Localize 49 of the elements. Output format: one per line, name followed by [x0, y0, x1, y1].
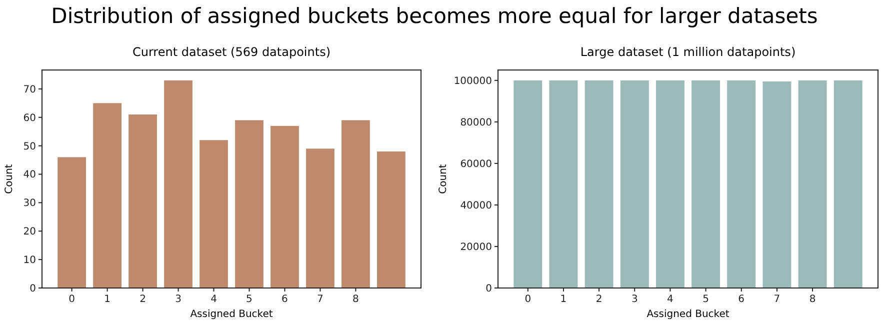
bar [200, 140, 228, 288]
x-tick-label: 2 [596, 294, 602, 305]
y-tick-label: 20 [23, 226, 36, 238]
y-tick-label: 60000 [460, 158, 492, 170]
bar [58, 157, 86, 288]
chart-title: Large dataset (1 million datapoints) [580, 45, 796, 59]
bar [342, 120, 370, 288]
x-tick-label: 2 [140, 294, 146, 305]
bar [235, 120, 264, 288]
x-tick-label: 0 [524, 294, 532, 305]
y-tick-label: 40000 [460, 200, 492, 212]
y-tick-label: 20000 [460, 242, 492, 253]
y-tick-label: 40 [23, 170, 36, 181]
y-tick-label: 0 [486, 284, 492, 294]
y-tick-label: 30 [23, 198, 36, 210]
y-axis-title: Count [4, 164, 15, 194]
bar [164, 80, 192, 288]
x-axis-title: Assigned Bucket [646, 309, 730, 320]
x-axis-title: Assigned Bucket [190, 309, 273, 320]
x-tick-label: 3 [175, 294, 182, 305]
x-tick-label: 6 [282, 294, 288, 305]
x-tick-label: 5 [246, 294, 252, 305]
chart-title: Current dataset (569 datapoints) [132, 45, 331, 59]
bar [306, 148, 334, 288]
x-tick-label: 8 [352, 294, 359, 305]
bar [376, 151, 406, 288]
bar [270, 126, 299, 288]
bar [93, 103, 122, 288]
x-tick-label: 4 [667, 294, 674, 305]
x-tick-label: 7 [317, 294, 324, 305]
x-tick-label: 4 [210, 294, 217, 305]
x-tick-label: 1 [104, 294, 110, 305]
y-tick-label: 0 [30, 284, 36, 294]
y-tick-label: 100000 [454, 76, 492, 87]
x-tick-label: 1 [560, 294, 567, 305]
y-tick-label: 50 [23, 141, 36, 152]
y-tick-label: 60 [23, 112, 36, 124]
y-tick-label: 10 [23, 255, 36, 266]
bar [128, 114, 157, 288]
x-tick-label: 6 [738, 294, 745, 305]
x-tick-label: 8 [809, 294, 816, 305]
y-tick-label: 80000 [460, 117, 492, 128]
y-tick-label: 70 [23, 84, 36, 96]
y-axis-title: Count [438, 164, 449, 194]
text: Distribution of assigned buckets becomes more equal for larger datasets [51, 4, 818, 28]
x-tick-label: 7 [774, 294, 780, 305]
x-tick-label: 3 [631, 294, 638, 305]
x-tick-label: 0 [68, 294, 75, 305]
x-tick-label: 5 [702, 294, 709, 305]
